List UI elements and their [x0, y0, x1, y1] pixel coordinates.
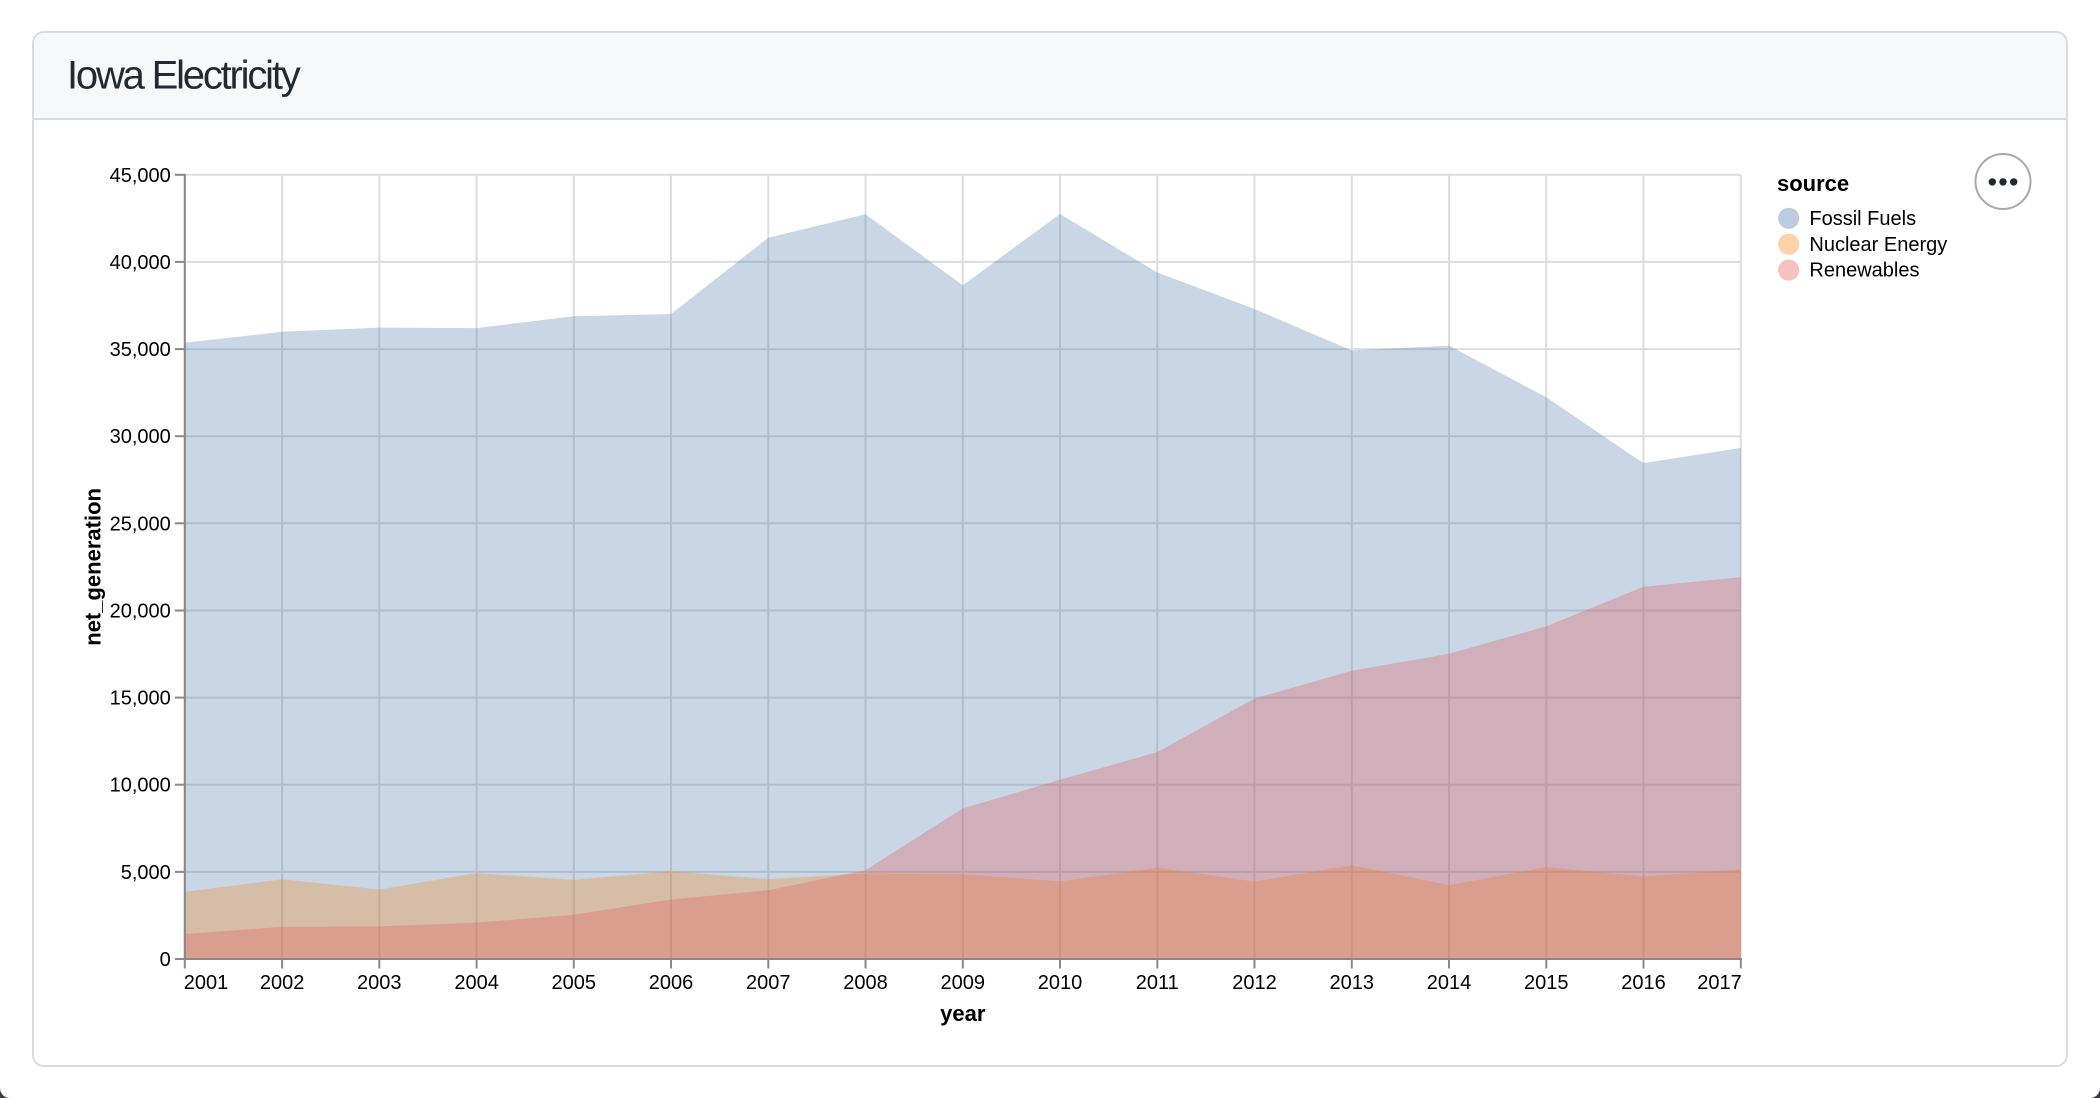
svg-text:2012: 2012 — [1232, 972, 1277, 994]
svg-text:net_generation: net_generation — [81, 488, 106, 646]
svg-text:25,000: 25,000 — [110, 513, 171, 535]
svg-text:30,000: 30,000 — [110, 426, 171, 448]
svg-text:35,000: 35,000 — [110, 339, 171, 361]
svg-text:2015: 2015 — [1524, 972, 1569, 994]
svg-text:2014: 2014 — [1427, 972, 1472, 994]
svg-text:Fossil Fuels: Fossil Fuels — [1809, 208, 1916, 230]
svg-text:2010: 2010 — [1038, 972, 1083, 994]
svg-text:2016: 2016 — [1621, 972, 1666, 994]
svg-text:Nuclear Energy: Nuclear Energy — [1809, 234, 1947, 256]
svg-text:10,000: 10,000 — [110, 775, 171, 797]
svg-text:year: year — [940, 1001, 986, 1026]
svg-text:15,000: 15,000 — [110, 688, 171, 710]
svg-text:2009: 2009 — [941, 972, 986, 994]
svg-text:0: 0 — [160, 949, 171, 971]
svg-text:2017: 2017 — [1697, 972, 1742, 994]
svg-text:2004: 2004 — [454, 972, 499, 994]
svg-text:40,000: 40,000 — [110, 252, 171, 274]
svg-text:2002: 2002 — [260, 972, 305, 994]
svg-text:2013: 2013 — [1330, 972, 1375, 994]
svg-text:2003: 2003 — [357, 972, 402, 994]
svg-text:2011: 2011 — [1136, 972, 1179, 994]
svg-text:2006: 2006 — [649, 972, 694, 994]
svg-text:20,000: 20,000 — [110, 601, 171, 623]
svg-text:2008: 2008 — [843, 972, 888, 994]
svg-text:5,000: 5,000 — [121, 862, 171, 884]
svg-text:source: source — [1777, 171, 1849, 196]
svg-text:Renewables: Renewables — [1809, 260, 1919, 282]
svg-text:2007: 2007 — [746, 972, 791, 994]
svg-text:2005: 2005 — [552, 972, 597, 994]
svg-text:2001: 2001 — [184, 972, 229, 994]
svg-text:45,000: 45,000 — [110, 165, 171, 187]
